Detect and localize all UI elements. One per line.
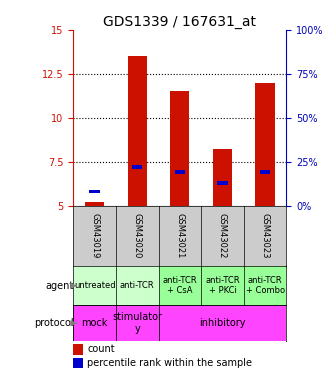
Text: anti-TCR
+ PKCi: anti-TCR + PKCi [205,276,240,296]
Bar [217,181,228,184]
Bar [128,56,147,206]
Bar [73,266,116,305]
Bar [201,266,244,305]
Bar [73,358,83,368]
Bar [255,82,275,206]
Text: count: count [87,344,115,354]
Bar [85,202,104,206]
Text: percentile rank within the sample: percentile rank within the sample [87,358,252,368]
Text: protocol: protocol [34,318,73,328]
Text: mock: mock [81,318,108,328]
Text: GSM43019: GSM43019 [90,213,99,258]
Bar [73,305,116,341]
Bar [159,266,201,305]
Bar [116,305,159,341]
Bar [174,170,185,174]
Text: agent: agent [45,280,73,291]
Text: GSM43020: GSM43020 [133,213,142,258]
Bar [73,344,83,355]
Bar [170,92,189,206]
Text: anti-TCR
+ CsA: anti-TCR + CsA [163,276,197,296]
Text: anti-TCR
+ Combo: anti-TCR + Combo [245,276,285,296]
Bar [213,149,232,206]
Text: untreated: untreated [74,281,116,290]
Bar [132,165,143,169]
Bar [116,266,159,305]
Text: GSM43023: GSM43023 [260,213,270,258]
Bar [260,170,270,174]
Bar [244,266,286,305]
Text: inhibitory: inhibitory [199,318,246,328]
Bar [159,305,286,341]
Text: GSM43021: GSM43021 [175,213,184,258]
Bar [89,190,100,194]
Text: anti-TCR: anti-TCR [120,281,155,290]
Title: GDS1339 / 167631_at: GDS1339 / 167631_at [103,15,256,29]
Text: GSM43022: GSM43022 [218,213,227,258]
Text: stimulator
y: stimulator y [112,312,162,334]
